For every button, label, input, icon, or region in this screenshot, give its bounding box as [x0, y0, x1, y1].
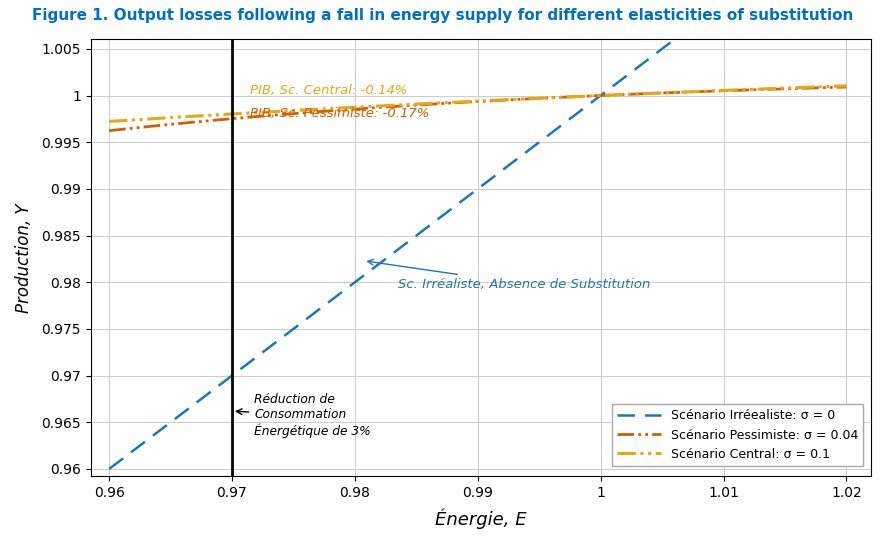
Text: PIB, Sc. Pessimiste: -0.17%: PIB, Sc. Pessimiste: -0.17% [251, 107, 430, 120]
Y-axis label: Production, Y: Production, Y [15, 203, 33, 313]
Text: Figure 1. Output losses following a fall in energy supply for different elastici: Figure 1. Output losses following a fall… [32, 8, 854, 23]
Legend: Scénario Irréealiste: σ = 0, Scénario Pessimiste: σ = 0.04, Scénario Central: σ : Scénario Irréealiste: σ = 0, Scénario Pe… [612, 404, 863, 466]
Text: Sc. Irréaliste, Absence de Substitution: Sc. Irréaliste, Absence de Substitution [368, 259, 650, 290]
Text: PIB, Sc. Central: -0.14%: PIB, Sc. Central: -0.14% [251, 84, 408, 97]
Text: Réduction de
Consommation
Énergétique de 3%: Réduction de Consommation Énergétique de… [237, 393, 371, 438]
X-axis label: Énergie, E: Énergie, E [435, 509, 526, 529]
